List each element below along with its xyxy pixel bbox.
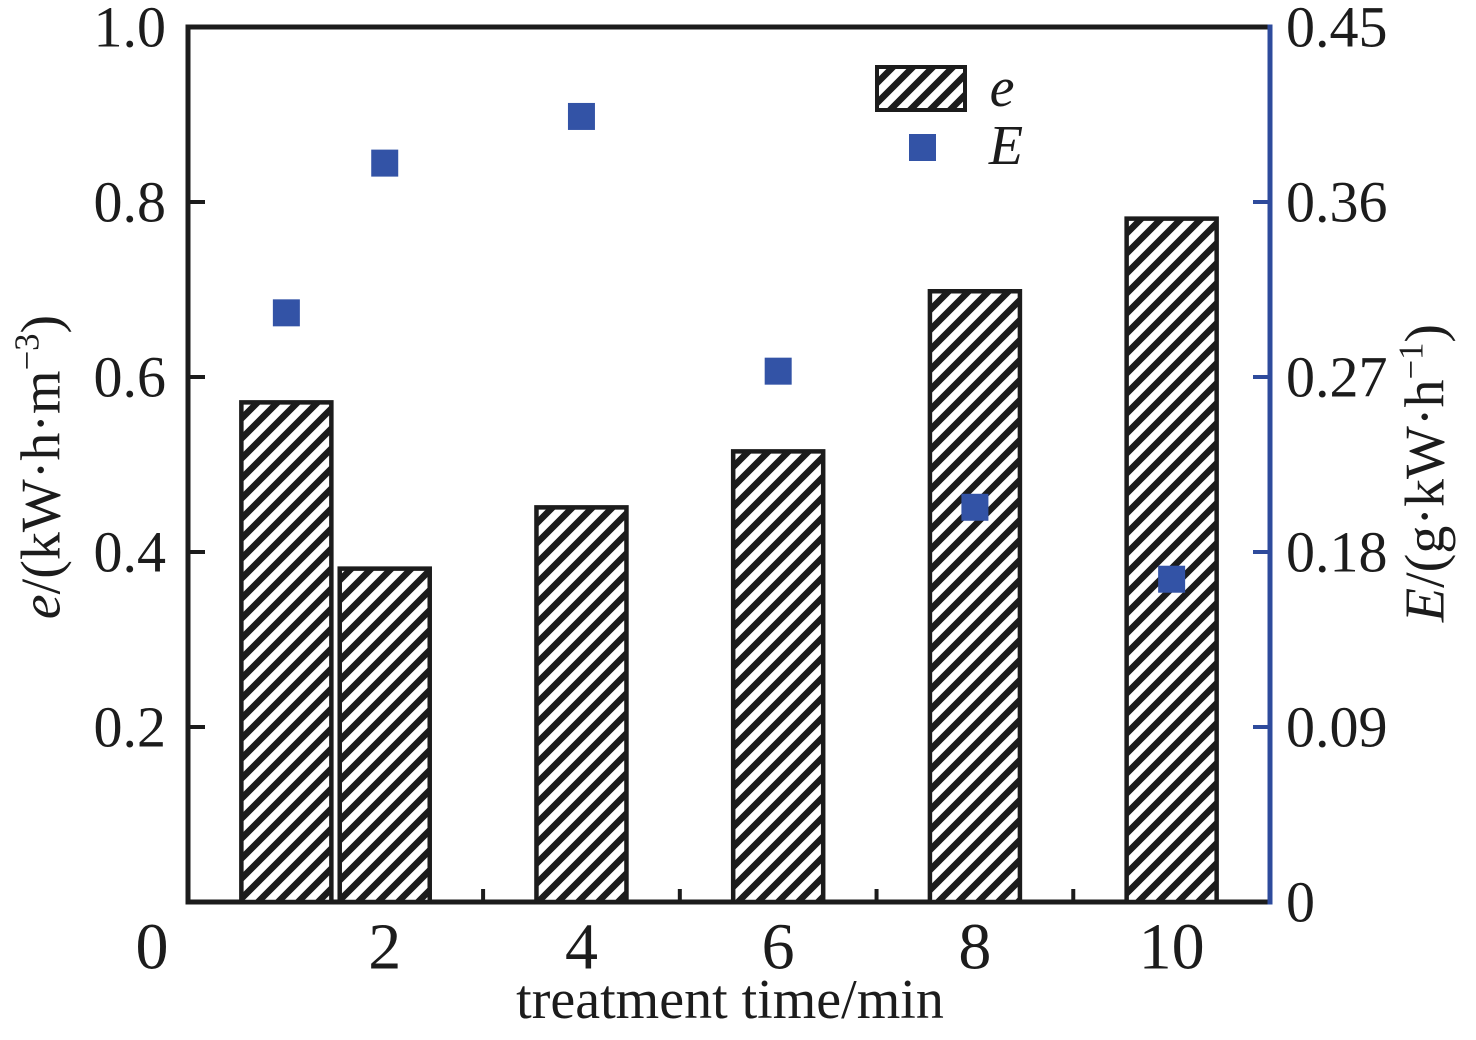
legend-swatch-hatched-bar (875, 65, 967, 112)
x-tick-label: 10 (1139, 911, 1205, 984)
bar-e (337, 566, 432, 905)
right-tick-label: 0.36 (1286, 170, 1388, 235)
right-tick-label: 0.18 (1286, 520, 1388, 585)
bar-e (927, 289, 1023, 905)
scatter-point-E (371, 149, 399, 177)
right-tick-label: 0.27 (1286, 345, 1388, 410)
legend-label-E: E (988, 115, 1024, 177)
axis-title-part: ) (10, 314, 73, 334)
right-tick-label: 0.09 (1286, 695, 1388, 760)
legend-swatch-blue-square (909, 134, 936, 161)
left-axis-title: e/(kW·h·m−3) (7, 314, 73, 620)
scatter-point-E (567, 102, 595, 130)
scatter-point-E (764, 357, 792, 385)
axis-title-part: −3 (7, 333, 47, 371)
right-axis-title: E/(g·kW·h−1) (1391, 323, 1457, 623)
scatter-point-E (272, 299, 300, 327)
scatter-point-E (961, 493, 989, 521)
axis-title-part: e (10, 594, 73, 620)
left-tick-label: 0.6 (94, 345, 167, 410)
x-tick-label: 4 (565, 911, 598, 984)
bar-e (1124, 216, 1219, 905)
axis-title-part: /(g·kW·h (1394, 379, 1457, 588)
right-tick-label: 0 (1286, 870, 1315, 935)
x-tick-label: 6 (762, 911, 795, 984)
left-tick-label: 0.4 (94, 520, 167, 585)
axis-title-part: E (1394, 587, 1457, 623)
right-tick-label: 0.45 (1286, 0, 1388, 60)
left-tick-label: 1.0 (94, 0, 167, 60)
left-tick-label: 0.2 (94, 695, 167, 760)
x-axis-title: treatment time/min (516, 969, 944, 1031)
x-tick-label: 8 (958, 911, 991, 984)
axis-title-part: /(kW·h·m (10, 370, 73, 595)
legend-label-e: e (989, 57, 1015, 119)
bar-e (534, 505, 629, 905)
x-tick-label: 0 (136, 911, 169, 984)
bar-e (730, 449, 826, 905)
left-tick-label: 0.8 (94, 170, 167, 235)
axis-title-part: −1 (1391, 342, 1431, 380)
bar-e (239, 400, 334, 905)
axis-title-part: ) (1394, 323, 1457, 343)
scatter-point-E (1158, 565, 1186, 593)
x-tick-label: 2 (368, 911, 401, 984)
